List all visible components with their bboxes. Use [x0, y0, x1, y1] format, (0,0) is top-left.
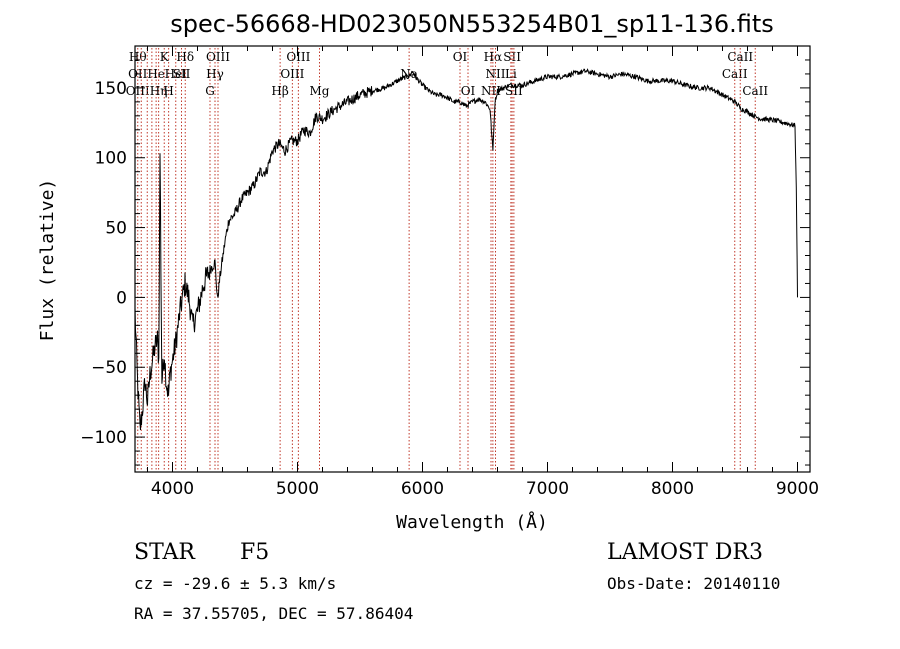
- y-tick-label: 50: [105, 219, 127, 239]
- spectral-line-label: NII: [486, 67, 506, 81]
- x-tick-label: 9000: [776, 479, 819, 499]
- spectral-line-label: H: [163, 84, 173, 98]
- spectral-line-label: SII: [505, 84, 523, 98]
- spectral-line-label: CaII: [727, 50, 753, 64]
- spectral-line-label: Hδ: [176, 50, 194, 64]
- y-tick-label: −100: [80, 428, 127, 448]
- spectral-line-label: OIII: [286, 50, 310, 64]
- spectral-line-label: CaII: [722, 67, 748, 81]
- spectrum-series-line: [134, 68, 798, 431]
- y-tick-label: 150: [95, 79, 127, 99]
- x-axis-label: Wavelength (Å): [396, 511, 548, 533]
- subclass-label: F5: [240, 540, 270, 565]
- spectral-line-label: CaII: [742, 84, 768, 98]
- spectral-line-label: G: [205, 84, 215, 98]
- survey-label: LAMOST DR3: [607, 540, 763, 565]
- chart-title: spec-56668-HD023050N553254B01_sp11-136.f…: [170, 10, 774, 38]
- spectral-line-label: Hη: [150, 84, 168, 98]
- spectral-line-label: OIII: [126, 84, 150, 98]
- spectral-line-label: Li: [505, 67, 517, 81]
- x-tick-label: 5000: [276, 479, 319, 499]
- object-type-label: STAR: [134, 540, 195, 565]
- y-axis-ticks: −100 −50 0 50 100 150: [80, 59, 810, 466]
- spectral-line-label: Mg: [310, 84, 330, 98]
- obs-date-readout: Obs-Date: 20140110: [607, 574, 781, 593]
- coordinates-readout: RA = 37.55705, DEC = 57.86404: [134, 604, 414, 623]
- spectral-line-label: OIII: [206, 50, 230, 64]
- spectral-line-label: Hγ: [206, 67, 224, 81]
- redshift-readout: cz = -29.6 ± 5.3 km/s: [134, 574, 337, 593]
- spectral-line-label: He: [147, 67, 165, 81]
- x-tick-label: 6000: [401, 479, 444, 499]
- y-tick-label: 100: [95, 149, 127, 169]
- spectral-line-label: OI: [453, 50, 468, 64]
- y-tick-label: 0: [116, 288, 127, 308]
- spectral-line-label: OI: [461, 84, 476, 98]
- x-tick-label: 7000: [526, 479, 569, 499]
- y-axis-label: Flux (relative): [37, 179, 58, 342]
- spectral-line-label: SII: [503, 50, 521, 64]
- spectral-line-label: Hα: [484, 50, 503, 64]
- spectral-line-label: NII: [481, 84, 501, 98]
- x-axis-ticks: 4000 5000 6000 7000 8000 9000: [147, 46, 819, 499]
- spectral-line-label: OIII: [280, 67, 304, 81]
- plot-frame: [134, 45, 811, 473]
- x-tick-label: 4000: [151, 479, 194, 499]
- spectral-line-label: SII: [173, 67, 191, 81]
- x-tick-label: 8000: [651, 479, 694, 499]
- spectral-line-label: Hθ: [129, 50, 147, 64]
- spectral-line-label: Hβ: [271, 84, 288, 98]
- y-tick-label: −50: [91, 358, 127, 378]
- spectral-line-label: K: [160, 50, 170, 64]
